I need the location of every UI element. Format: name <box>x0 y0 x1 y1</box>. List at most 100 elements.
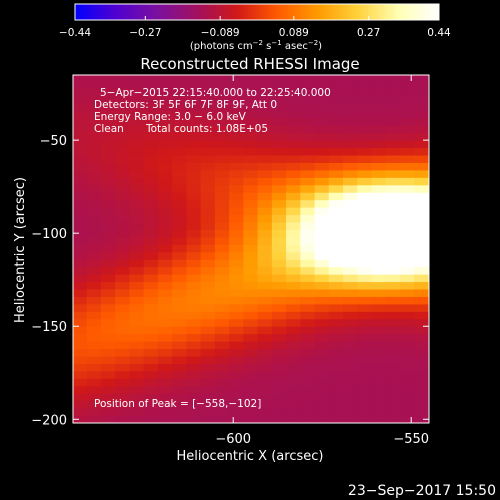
heatmap-cell <box>229 340 245 350</box>
heatmap-cell <box>257 147 273 156</box>
heatmap-cell <box>371 75 387 82</box>
heatmap-cell <box>229 333 245 342</box>
heatmap-cell <box>229 385 245 394</box>
heatmap-cell <box>271 385 288 394</box>
heatmap-cell <box>357 295 373 305</box>
heatmap-cell <box>371 161 387 171</box>
heatmap-cell <box>200 310 216 320</box>
heatmap-cell <box>357 273 373 283</box>
heatmap-cell <box>286 109 302 119</box>
heatmap-cell <box>314 147 330 156</box>
heatmap-cell <box>414 199 429 208</box>
heatmap-cell <box>157 400 174 409</box>
annotation-energy: Energy Range: 3.0 − 6.0 keV <box>94 111 247 123</box>
heatmap-cell <box>200 370 216 379</box>
heatmap-cell <box>400 154 416 163</box>
heatmap-cell <box>400 362 416 372</box>
heatmap-cell <box>343 400 359 409</box>
heatmap-cell <box>371 318 387 327</box>
heatmap-cell <box>229 176 245 186</box>
heatmap-cell <box>328 385 345 394</box>
heatmap-cell <box>157 80 174 89</box>
heatmap-cell <box>129 94 145 104</box>
heatmap-cell <box>414 325 429 335</box>
heatmap-cell <box>328 370 345 379</box>
heatmap-cell <box>428 355 429 364</box>
heatmap-cell <box>86 80 102 89</box>
heatmap-cell <box>143 139 159 149</box>
heatmap-cell <box>400 109 416 119</box>
heatmap-cell <box>371 228 387 238</box>
heatmap-cell <box>86 102 102 111</box>
heatmap-cell <box>143 407 159 417</box>
heatmap-cell <box>371 303 387 312</box>
heatmap-cell <box>286 206 302 216</box>
heatmap-cell <box>300 80 316 89</box>
heatmap-cell <box>172 221 188 230</box>
heatmap-cell <box>328 310 345 320</box>
heatmap-cell <box>400 147 416 156</box>
heatmap-cell <box>271 273 288 283</box>
heatmap-cell <box>172 184 188 193</box>
heatmap-cell <box>371 288 387 297</box>
heatmap-cell <box>157 348 174 357</box>
heatmap-cell <box>172 303 188 312</box>
heatmap-cell <box>229 206 245 216</box>
heatmap-cell <box>400 258 416 268</box>
heatmap-cell <box>328 273 345 283</box>
heatmap-cell <box>400 199 416 208</box>
heatmap-cell <box>400 87 416 96</box>
heatmap-cell <box>214 303 231 312</box>
heatmap-cell <box>86 243 102 253</box>
heatmap-cell <box>385 228 402 238</box>
heatmap-cell <box>257 214 273 223</box>
heatmap-cell <box>100 251 117 260</box>
heatmap-cell <box>371 370 387 379</box>
heatmap-cell <box>300 392 316 402</box>
heatmap-cell <box>143 355 159 364</box>
heatmap-cell <box>86 154 102 163</box>
heatmap-cell <box>271 281 288 290</box>
heatmap-cell <box>428 184 429 193</box>
heatmap-cell <box>73 355 88 364</box>
heatmap-cell <box>243 303 259 312</box>
heatmap-cell <box>385 161 402 171</box>
heatmap-cell <box>371 176 387 186</box>
heatmap-cell <box>400 161 416 171</box>
heatmap-cell <box>314 325 330 335</box>
heatmap-cell <box>186 400 202 409</box>
heatmap-cell <box>229 288 245 297</box>
heatmap-cell <box>414 348 429 357</box>
heatmap-cell <box>186 184 202 193</box>
heatmap-cell <box>314 377 330 387</box>
heatmap-cell <box>172 392 188 402</box>
heatmap-cell <box>172 318 188 327</box>
heatmap-cell <box>428 325 429 335</box>
heatmap-cell <box>157 310 174 320</box>
colorbar-gradient <box>74 3 440 21</box>
heatmap-cell <box>414 370 429 379</box>
heatmap-cell <box>414 251 429 260</box>
heatmap-cell <box>428 318 429 327</box>
heatmap-cell <box>214 362 231 372</box>
heatmap-cell <box>314 258 330 268</box>
heatmap-cell <box>115 132 131 141</box>
heatmap-cell <box>186 273 202 283</box>
heatmap-cell <box>243 154 259 163</box>
heatmap-cell <box>300 117 316 126</box>
heatmap-cell <box>414 295 429 305</box>
heatmap-cell <box>143 169 159 178</box>
heatmap-cell <box>328 206 345 216</box>
heatmap-cell <box>343 124 359 134</box>
heatmap-cell <box>143 258 159 268</box>
heatmap-cell <box>200 221 216 230</box>
heatmap-cell <box>400 318 416 327</box>
heatmap-cell <box>172 154 188 163</box>
heatmap-cell <box>428 258 429 268</box>
heatmap-cell <box>172 325 188 335</box>
heatmap-cell <box>186 318 202 327</box>
colorbar-tick-label: −0.27 <box>129 27 161 39</box>
heatmap-cell <box>328 169 345 178</box>
heatmap-cell <box>428 191 429 201</box>
heatmap-cell <box>115 147 131 156</box>
